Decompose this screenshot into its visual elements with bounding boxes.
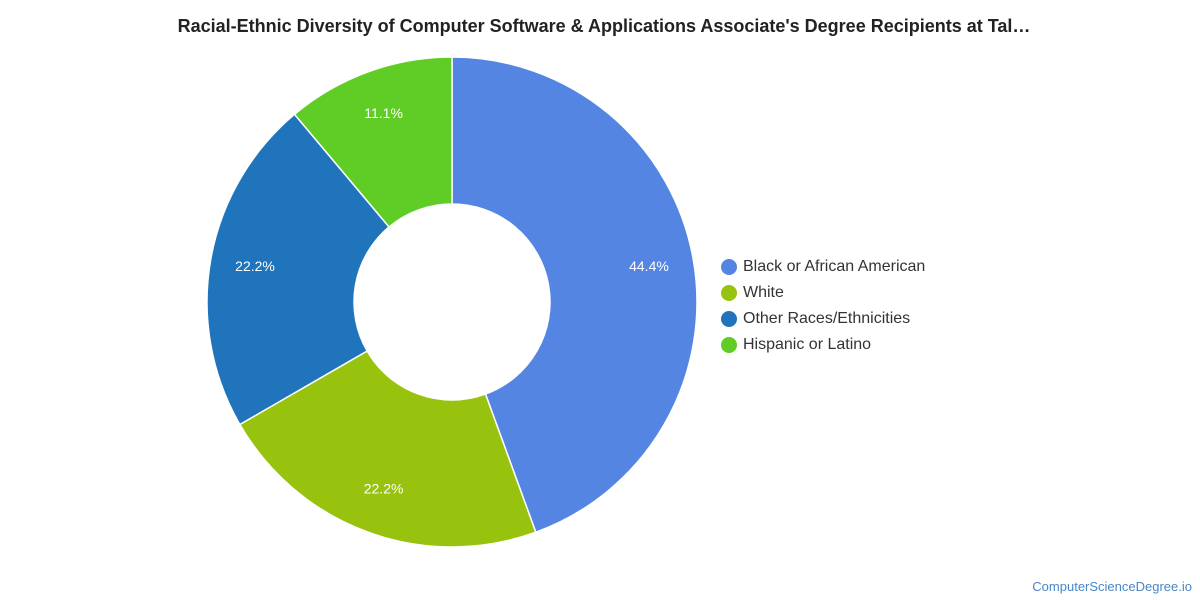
slice-value-label: 22.2% (364, 481, 404, 497)
legend-item[interactable]: Black or African American (721, 254, 925, 280)
legend-swatch (721, 285, 737, 301)
legend-swatch (721, 311, 737, 327)
slice-value-label: 44.4% (629, 258, 669, 274)
donut-slice[interactable] (238, 349, 537, 548)
donut-slice[interactable] (451, 56, 698, 534)
legend-item[interactable]: Other Races/Ethnicities (721, 306, 925, 332)
chart-legend: Black or African American White Other Ra… (721, 254, 925, 358)
slice-value-label: 11.1% (364, 105, 403, 121)
slice-value-label: 22.2% (235, 258, 275, 274)
legend-label: Hispanic or Latino (743, 336, 872, 353)
legend-label: White (743, 284, 784, 301)
donut-slice[interactable] (293, 56, 453, 228)
legend-item[interactable]: Hispanic or Latino (721, 332, 925, 358)
legend-swatch (721, 337, 737, 353)
legend-item[interactable]: White (721, 280, 925, 306)
chart-title: Racial-Ethnic Diversity of Computer Soft… (177, 16, 1031, 36)
legend-label: Other Races/Ethnicities (743, 310, 911, 327)
source-watermark[interactable]: ComputerScienceDegree.io (1032, 579, 1192, 594)
legend-swatch (721, 259, 737, 275)
legend-label: Black or African American (743, 258, 926, 275)
donut-slice[interactable] (206, 113, 391, 426)
